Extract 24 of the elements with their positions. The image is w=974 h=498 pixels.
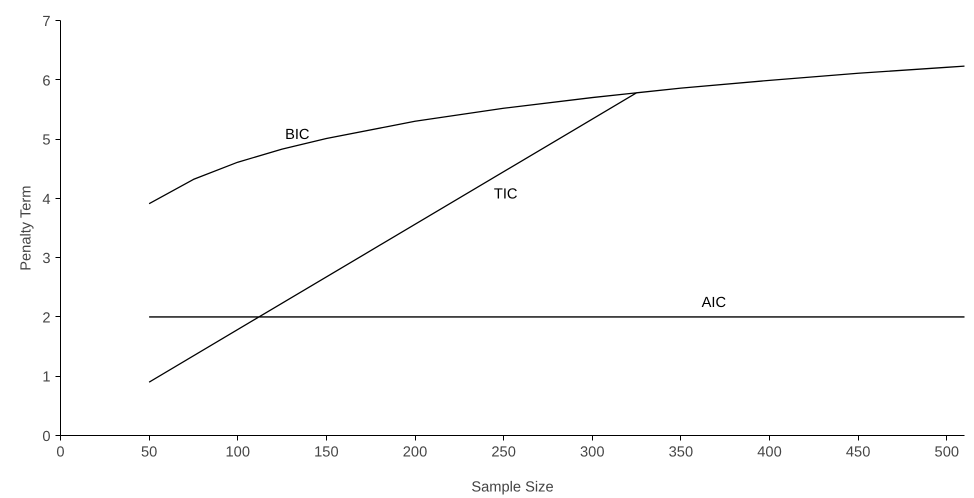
- x-tick-label: 500: [934, 444, 960, 460]
- y-tick-label: 2: [42, 310, 51, 326]
- y-axis-title: Penalty Term: [18, 185, 34, 271]
- annotation: TIC: [494, 186, 518, 202]
- y-tick-label: 3: [42, 251, 51, 268]
- x-tick-label: 0: [56, 444, 65, 460]
- y-tick-label: 0: [42, 429, 51, 445]
- x-tick-label: 200: [402, 444, 428, 460]
- x-tick-label: 350: [668, 444, 694, 460]
- x-tick-label: 450: [846, 444, 870, 460]
- y-tick-label: 7: [42, 14, 51, 30]
- annotation: BIC: [285, 127, 310, 144]
- x-tick-label: 100: [226, 444, 250, 460]
- x-tick-label: 300: [580, 444, 605, 460]
- x-tick-label: 150: [314, 444, 339, 460]
- y-tick-label: 5: [42, 132, 51, 149]
- y-tick-label: 6: [42, 73, 51, 90]
- x-tick-label: 400: [757, 444, 782, 460]
- y-tick-label: 4: [42, 192, 51, 208]
- y-tick-label: 1: [42, 370, 51, 386]
- x-tick-label: 50: [140, 444, 158, 460]
- x-axis-title: Sample Size: [471, 480, 554, 496]
- annotation: AIC: [702, 294, 726, 311]
- x-tick-label: 250: [491, 444, 516, 460]
